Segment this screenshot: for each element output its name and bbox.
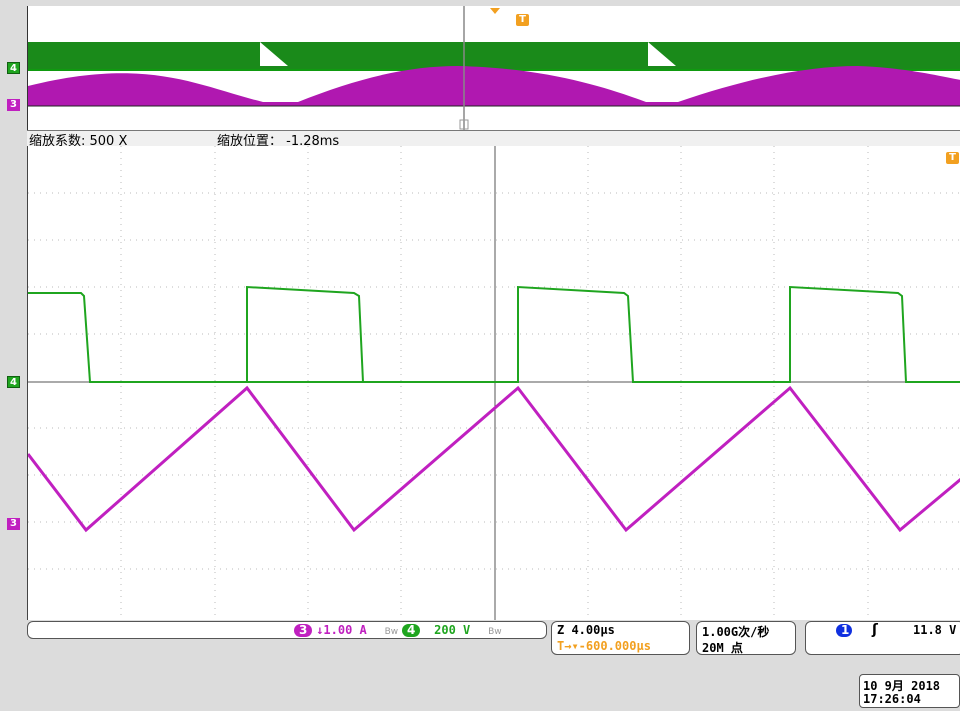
main-trigger-marker: T (946, 152, 959, 164)
record-length-readout[interactable]: 20M 点 (702, 641, 743, 655)
trigger-position-arrow-icon (490, 8, 500, 14)
main-waveform-plot (26, 146, 960, 620)
zoom-factor-label: 缩放系数: 500 X (29, 134, 128, 149)
trigger-level-readout[interactable]: 11.8 V (913, 623, 957, 637)
ch4-overview-notch (648, 42, 676, 66)
ch3-level-marker[interactable]: 3 (7, 518, 20, 530)
overview-waveform-window: T (27, 6, 960, 130)
rising-edge-icon: ʃ (872, 622, 878, 638)
ch4-badge[interactable]: 4 (401, 624, 421, 637)
overview-trigger-marker: T (516, 14, 529, 26)
ch3-overview-envelope (28, 66, 960, 106)
trigger-readout-box[interactable]: 1 ʃ 11.8 V (805, 621, 960, 655)
horizontal-readout-box[interactable]: Z 4.00μs T→▾-600.000μs (551, 621, 690, 655)
sample-rate-readout[interactable]: 1.00G次/秒 (702, 625, 770, 639)
overview-waveform-plot (28, 6, 960, 130)
ch4-overview-envelope (28, 42, 960, 70)
datetime-box: 10 9月 2018 17:26:04 (859, 674, 960, 708)
ch4-scale-readout[interactable]: 200 V (434, 623, 471, 637)
ch3-badge[interactable]: 3 (294, 624, 313, 637)
main-waveform-window: T (26, 146, 960, 620)
ch4-level-marker[interactable]: 4 (7, 376, 20, 388)
trigger-delay-readout[interactable]: T→▾-600.000μs (557, 639, 651, 653)
zoom-position-label: 缩放位置： -1.28ms (217, 134, 340, 149)
bandwidth-limit-icon: Bw (488, 627, 502, 637)
overview-ch3-marker[interactable]: 3 (7, 99, 20, 111)
zoom-position-handle[interactable] (459, 119, 469, 130)
ch1-trigger-source-badge[interactable]: 1 (836, 624, 852, 637)
timebase-readout[interactable]: Z 4.00μs (557, 623, 615, 637)
date-readout: 10 9月 2018 (863, 679, 941, 693)
overview-ch4-marker[interactable]: 4 (7, 62, 20, 74)
ch3-waveform-trace (26, 385, 960, 533)
acquisition-readout-box[interactable]: 1.00G次/秒 20M 点 (696, 621, 796, 655)
ch3-scale-readout[interactable]: ↓1.00 A (316, 623, 367, 637)
zoom-info-bar: 缩放系数: 500 X 缩放位置： -1.28ms (27, 130, 960, 149)
time-readout: 17:26:04 (863, 692, 921, 706)
bandwidth-limit-icon: Bw (384, 627, 399, 637)
ch4-overview-notch (260, 42, 288, 66)
channel-readout-box[interactable]: 3 ↓1.00 A Bw 4 200 V Bw (27, 621, 547, 639)
